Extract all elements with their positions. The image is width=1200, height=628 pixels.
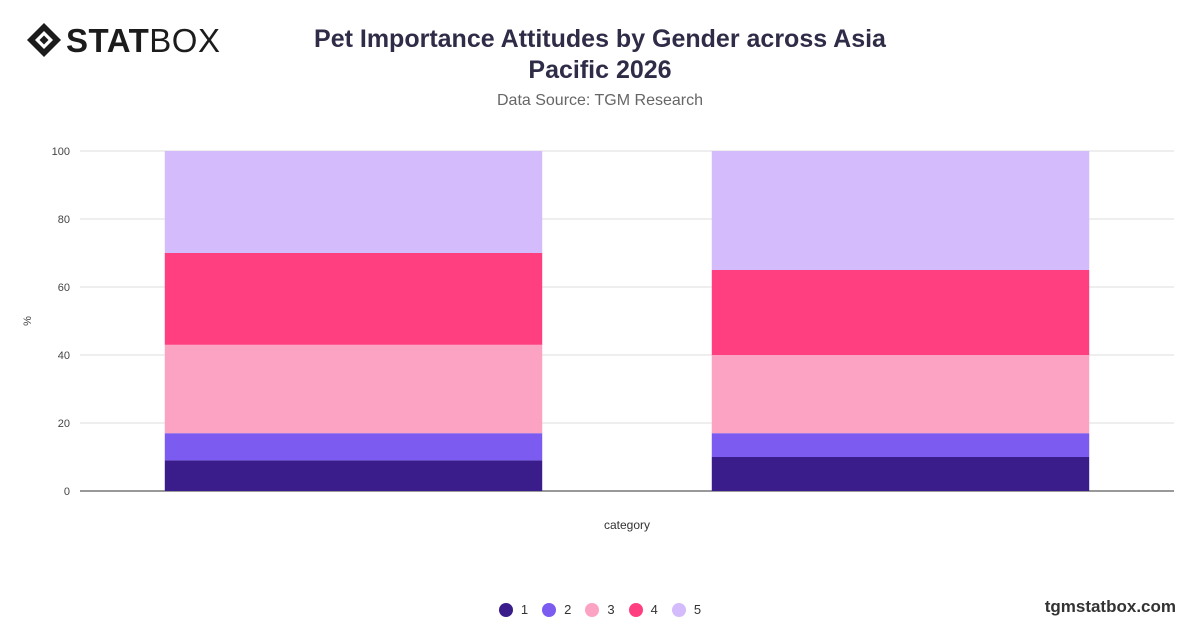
chart-subtitle: Data Source: TGM Research [496,92,703,109]
legend-item[interactable]: 4 [628,602,658,617]
legend-label: 3 [607,602,615,617]
chart-title: Pet Importance Attitudes by Gender acros… [314,25,886,84]
x-axis-label: category [604,518,650,532]
y-tick-label: 100 [52,146,70,158]
legend-label: 2 [564,602,572,617]
bar-segment [711,270,1090,355]
legend-swatch [542,602,557,617]
legend-item[interactable]: 3 [585,602,615,617]
y-tick-label: 20 [58,418,70,430]
brand-logo: STATBOX [26,22,220,58]
bar-segment [164,433,543,461]
bar-segment [711,433,1090,457]
y-tick-label: 0 [64,486,70,498]
legend-label: 1 [520,602,529,617]
y-tick-label: 80 [58,214,70,226]
brand-bold: STAT [66,21,150,59]
legend-swatch [671,602,686,617]
legend-swatch [628,602,643,617]
bar-segment [164,460,543,491]
bar-segment [164,151,543,253]
y-axis-label: % [22,316,34,326]
footer-site[interactable]: tgmstatbox.com [1044,597,1176,616]
legend-swatch [585,602,600,617]
bar-segment [164,253,543,345]
legend-item[interactable]: 2 [542,602,571,617]
bar-segment [711,457,1090,491]
legend-label: 5 [693,602,702,617]
bar-segment [711,151,1090,270]
legend-label: 4 [650,602,658,617]
y-tick-label: 60 [58,282,70,294]
bar-segment [164,344,543,434]
y-tick-label: 40 [58,350,70,362]
chart-legend: 1 2 3 4 5 [0,602,1200,617]
brand-light: BOX [149,21,221,59]
legend-swatch [498,602,513,617]
bar-segment [711,355,1090,434]
legend-item[interactable]: 5 [671,602,702,617]
brand-wordmark: STATBOX [66,24,220,57]
statbox-diamond-icon [27,23,61,57]
legend-item[interactable]: 1 [498,602,529,617]
